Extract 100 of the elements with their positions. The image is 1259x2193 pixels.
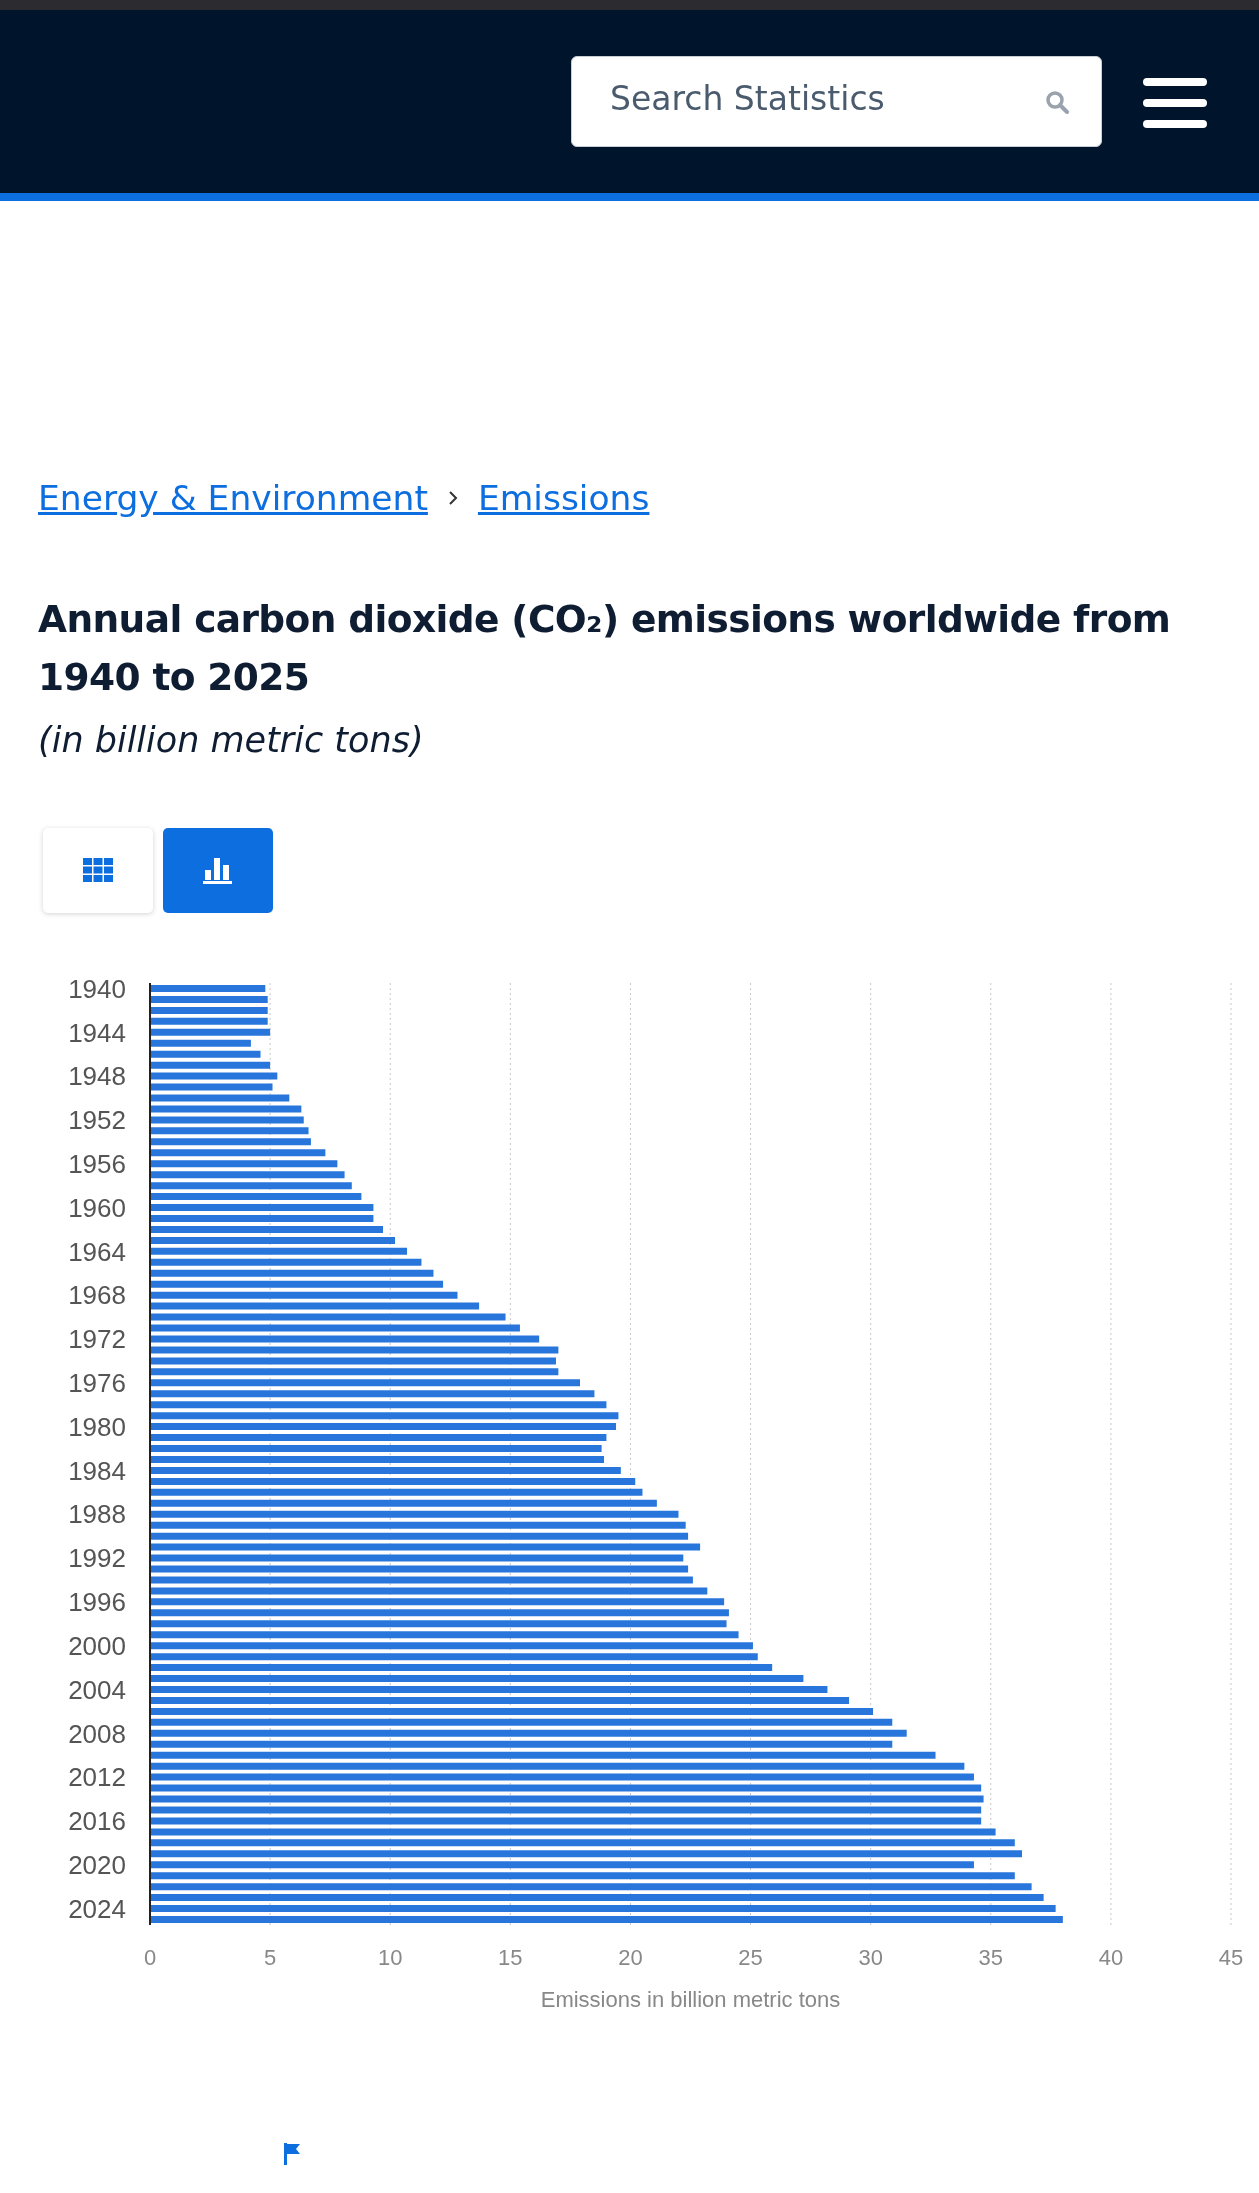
x-axis-title: Emissions in billion metric tons: [540, 1987, 841, 2012]
bar: [150, 1685, 828, 1693]
bar: [150, 1313, 506, 1321]
bar: [150, 1806, 982, 1814]
y-tick-label: 2024: [68, 1893, 126, 1924]
x-tick-label: 35: [978, 1944, 1004, 1970]
y-tick-label: 1980: [68, 1411, 126, 1442]
bar: [150, 1138, 311, 1146]
bar: [150, 1521, 686, 1529]
bar: [150, 1499, 657, 1507]
bar: [150, 1236, 396, 1244]
bar: [150, 1214, 374, 1222]
bar: [150, 1905, 1056, 1913]
bar: [150, 1434, 607, 1442]
bar: [150, 1028, 271, 1036]
bar: [150, 1916, 1063, 1924]
text: Energy & Environment: [38, 478, 428, 518]
bar: [150, 1225, 384, 1233]
bar: [150, 1675, 804, 1683]
bar: [150, 1269, 434, 1277]
bar: [150, 1861, 974, 1869]
y-tick-label: 1948: [68, 1061, 126, 1092]
y-tick-label: 2012: [68, 1762, 126, 1793]
bar: [150, 1773, 974, 1781]
bar: [150, 1488, 643, 1496]
y-tick-label: 1960: [68, 1192, 126, 1223]
bar: [150, 1576, 693, 1584]
bar: [150, 1839, 1015, 1847]
bar: [150, 1631, 739, 1639]
bar: [150, 1204, 374, 1212]
bar: [150, 1302, 480, 1310]
chart-title: Annual carbon dioxide (CO₂) emissions worldwide from 1940 to 2025: [38, 596, 1172, 701]
bar: [150, 984, 266, 992]
bar: [150, 1565, 689, 1573]
bar: [150, 1477, 636, 1485]
bar: [150, 1368, 559, 1376]
bar: [150, 1072, 278, 1080]
bar: [150, 1324, 520, 1332]
x-tick-label: 40: [1098, 1944, 1124, 1970]
bar: [150, 1664, 773, 1672]
bar: [150, 1127, 309, 1135]
bar: [150, 1850, 1023, 1858]
bar: [150, 1083, 273, 1091]
y-tick-label: 1964: [68, 1236, 126, 1267]
y-tick-label: 1984: [68, 1455, 126, 1486]
x-tick-label: 5: [263, 1944, 277, 1970]
bar: [150, 1291, 458, 1299]
bar: [150, 1423, 617, 1431]
bar: [150, 1554, 684, 1562]
bar: [150, 1258, 422, 1266]
bar: [150, 1346, 559, 1354]
y-tick-label: 1988: [68, 1499, 126, 1530]
y-tick-label: 1956: [68, 1148, 126, 1179]
bar: [150, 1795, 984, 1803]
bar: [150, 1335, 540, 1343]
y-tick-label: 2004: [68, 1674, 126, 1705]
bar: [150, 1894, 1044, 1902]
bar: [150, 1193, 362, 1201]
y-tick-label: 1944: [68, 1017, 126, 1048]
y-tick-label: 2008: [68, 1718, 126, 1749]
y-tick-label: 1940: [68, 973, 126, 1004]
bar: [150, 1762, 965, 1770]
bar: [150, 1445, 602, 1453]
bar: [150, 1609, 729, 1617]
x-tick-label: 45: [1218, 1944, 1244, 1970]
bar: [150, 1729, 907, 1737]
bar: [150, 1061, 271, 1069]
bar: [150, 1784, 982, 1792]
bar: [150, 1006, 268, 1014]
bar: [150, 1171, 345, 1179]
x-tick-label: 30: [858, 1944, 883, 1970]
y-tick-label: 1968: [68, 1280, 126, 1311]
bar: [150, 1160, 338, 1168]
bar: [150, 1149, 326, 1157]
search-field: Search Statistics: [571, 56, 1102, 147]
bar: [150, 1455, 605, 1463]
bar: [150, 1390, 595, 1398]
bar: [150, 1401, 607, 1409]
bar: [150, 1510, 679, 1518]
bar: [150, 1707, 874, 1715]
bar: [150, 1094, 290, 1102]
bar: [150, 1543, 701, 1551]
y-tick-label: 2016: [68, 1806, 126, 1837]
bar: [150, 1883, 1032, 1891]
bar: [150, 995, 268, 1003]
bar: [150, 1620, 727, 1628]
bar: [150, 1379, 580, 1387]
bar: [150, 1740, 893, 1748]
x-tick-label: 25: [738, 1944, 763, 1970]
y-tick-label: 1992: [68, 1543, 126, 1574]
bar: [150, 1050, 261, 1058]
x-tick-label: 15: [498, 1944, 523, 1970]
y-tick-label: 1996: [68, 1587, 126, 1618]
bar: [150, 1357, 556, 1365]
bar: [150, 1751, 936, 1759]
y-tick-label: 2000: [68, 1630, 126, 1661]
y-tick-label: 1952: [68, 1105, 126, 1136]
bar: [150, 1642, 753, 1650]
bar: [150, 1718, 893, 1726]
bar: [150, 1828, 996, 1836]
